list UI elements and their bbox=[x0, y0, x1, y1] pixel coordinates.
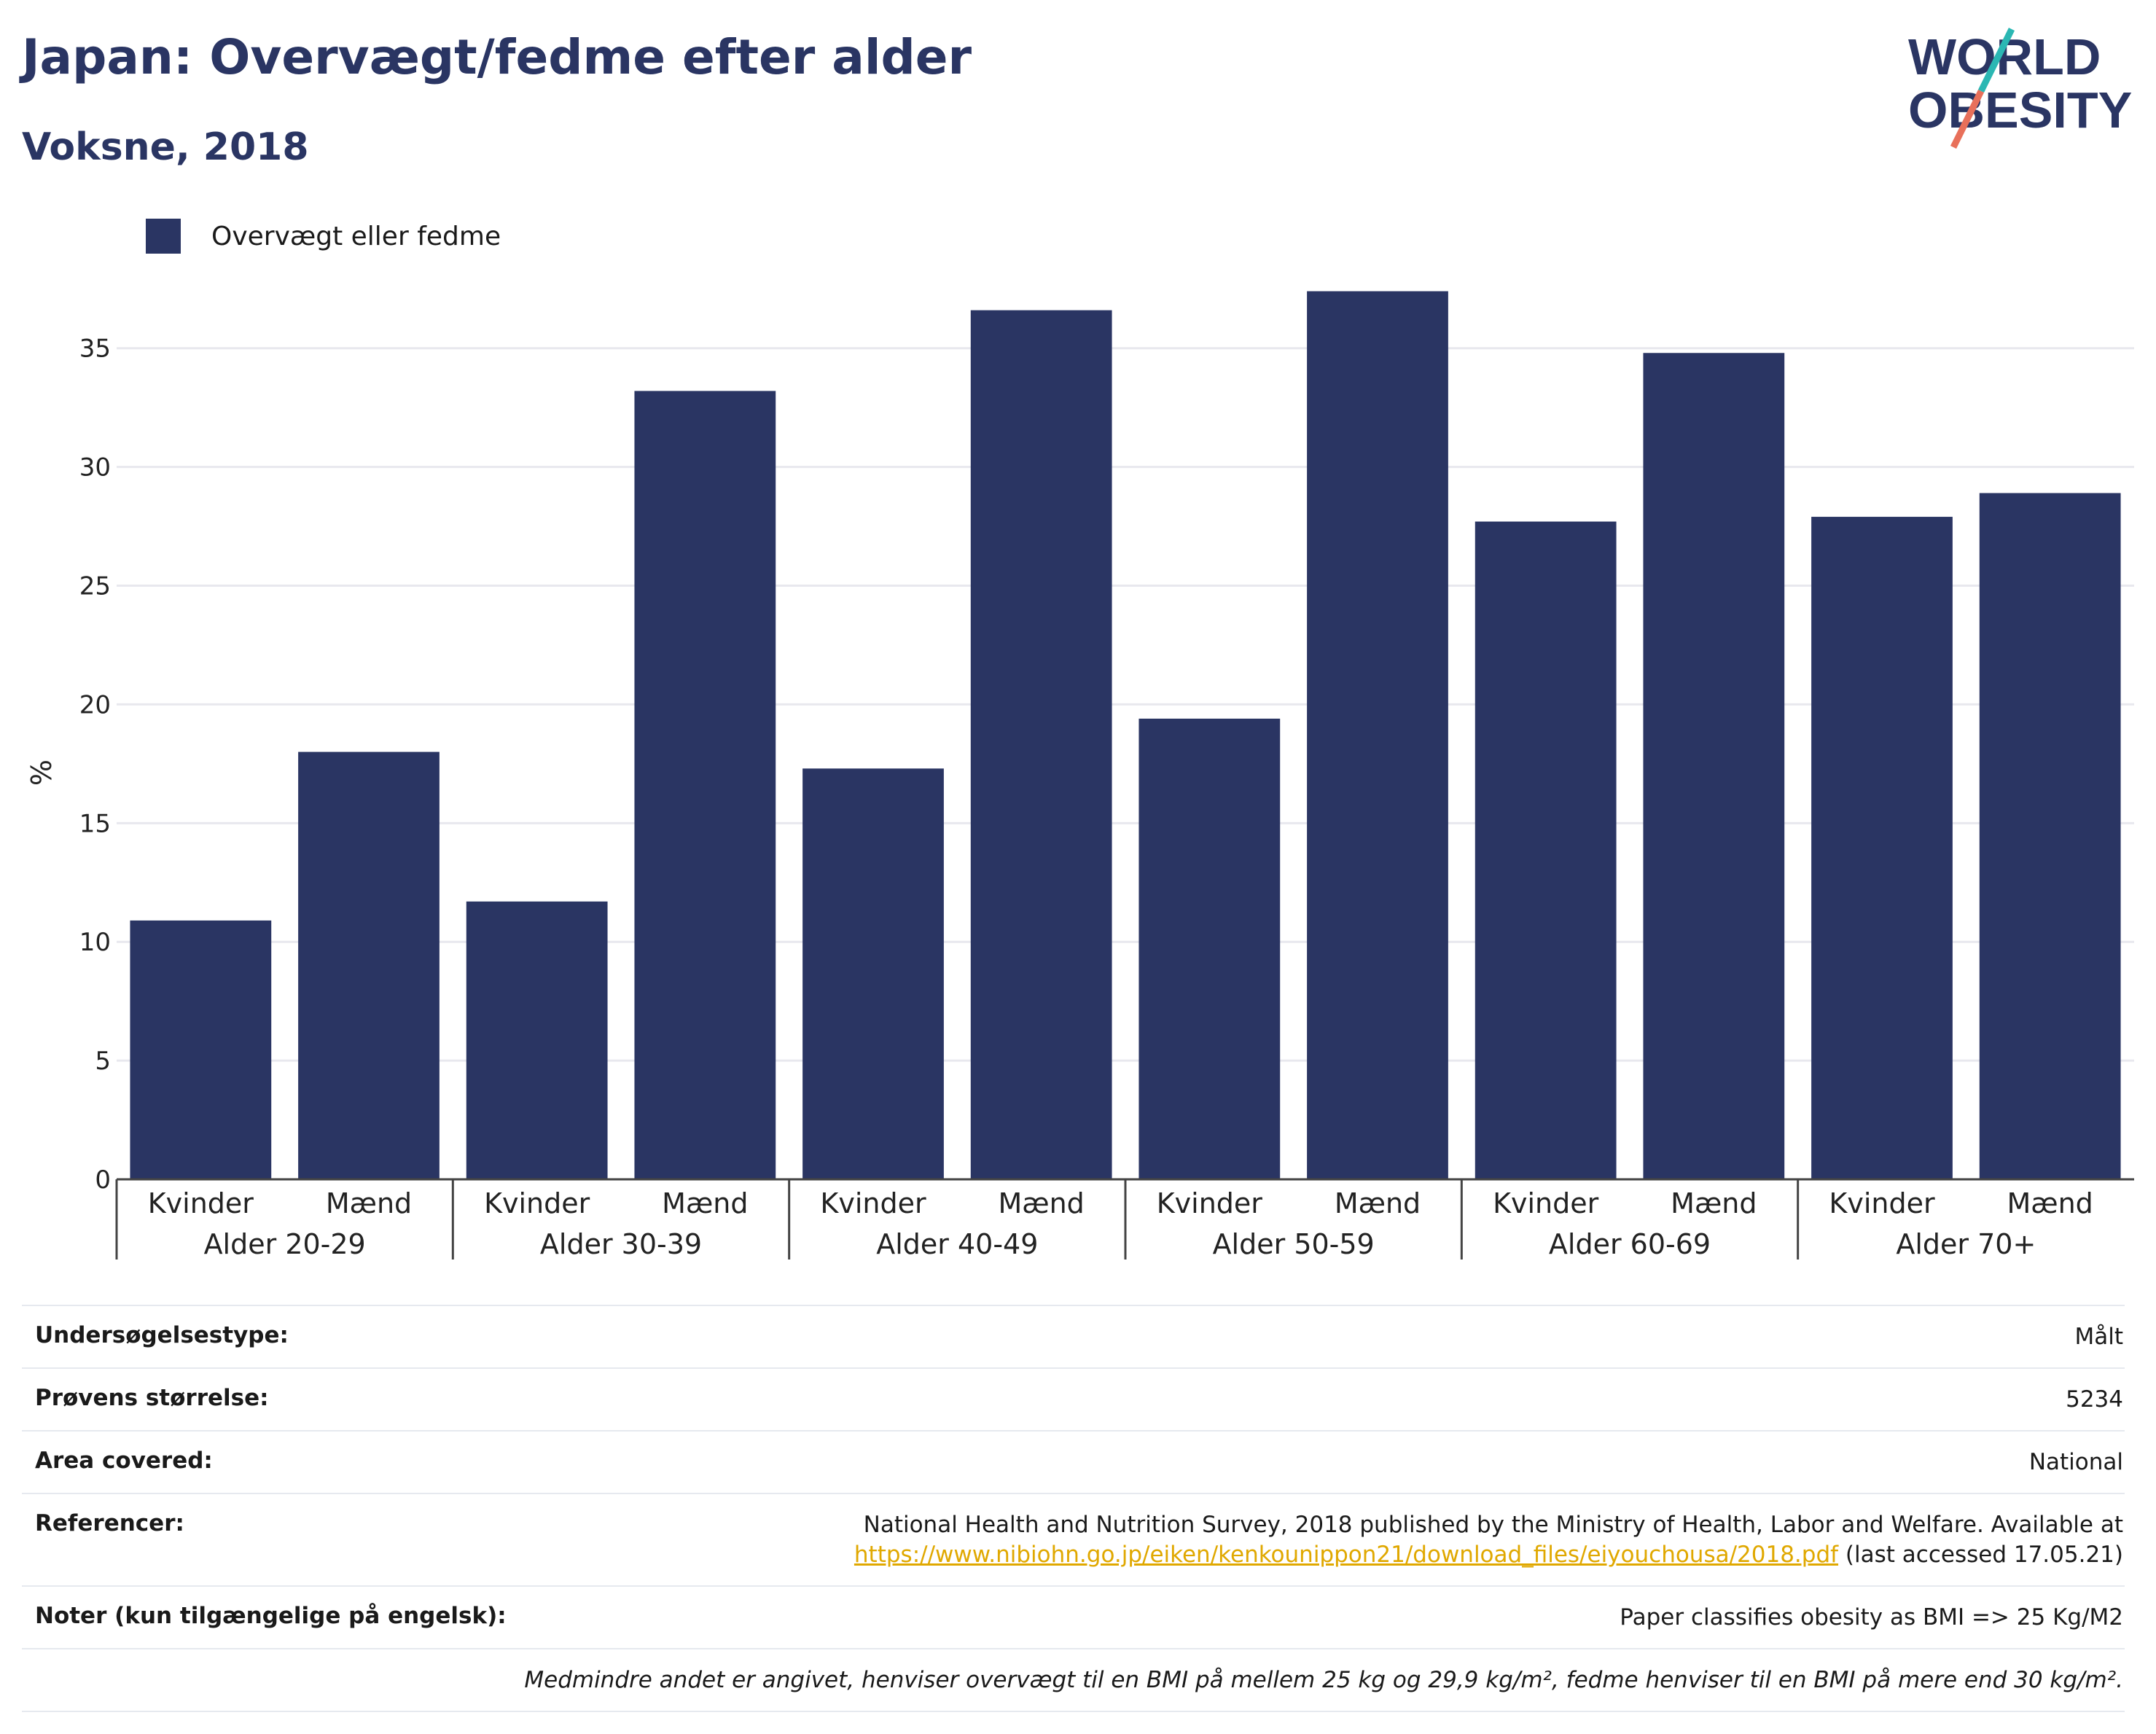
info-label: Prøvens størrelse: bbox=[35, 1384, 269, 1411]
info-row-sample-size: Prøvens størrelse: 5234 bbox=[22, 1367, 2125, 1430]
x-tick-label: Mænd bbox=[1671, 1187, 1757, 1219]
info-value: National bbox=[2028, 1448, 2123, 1475]
info-row-survey-type: Undersøgelsestype: Målt bbox=[22, 1305, 2125, 1367]
info-label: Area covered: bbox=[35, 1447, 213, 1474]
page-title: Japan: Overvægt/fedme efter alder bbox=[22, 29, 972, 85]
y-axis-label: % bbox=[26, 759, 58, 786]
bar bbox=[1643, 353, 1785, 1179]
references-text: National Health and Nutrition Survey, 20… bbox=[863, 1511, 2123, 1538]
x-tick-label: Mænd bbox=[662, 1187, 748, 1219]
x-tick-label: Kvinder bbox=[1493, 1187, 1599, 1219]
reference-link[interactable]: https://www.nibiohn.go.jp/eiken/kenkouni… bbox=[854, 1542, 1839, 1569]
info-value: Målt bbox=[2074, 1324, 2123, 1350]
logo-line2: OBESITY bbox=[1908, 82, 2132, 138]
y-tick-label: 0 bbox=[95, 1165, 111, 1195]
chart-legend: Overvægt eller fedme bbox=[146, 217, 501, 255]
bar-chart: 0 5 10 15 20 25 30 35% Kvinder Mænd Kvinder Mænd Kvi… bbox=[26, 291, 2134, 1260]
x-tick-label: Kvinder bbox=[820, 1187, 926, 1219]
bar bbox=[298, 751, 440, 1179]
bar bbox=[1811, 517, 1953, 1179]
world-obesity-logo: WORLD OBESITY bbox=[1908, 28, 2132, 149]
legend-label: Overvægt eller fedme bbox=[211, 221, 501, 251]
bar bbox=[466, 901, 608, 1179]
y-tick-label: 25 bbox=[79, 572, 111, 601]
x-tick-label: Mænd bbox=[1335, 1187, 1421, 1219]
y-tick-label: 30 bbox=[79, 453, 111, 483]
bar bbox=[1979, 493, 2121, 1179]
group-label: Alder 70+ bbox=[1896, 1228, 2036, 1260]
info-label: Undersøgelsestype: bbox=[35, 1322, 289, 1348]
bar bbox=[1475, 521, 1617, 1179]
info-row-notes: Noter (kun tilgængelige på engelsk): Pap… bbox=[22, 1585, 2125, 1648]
info-value: 5234 bbox=[2066, 1386, 2123, 1413]
legend-swatch bbox=[146, 219, 181, 254]
info-value: Paper classifies obesity as BMI => 25 Kg… bbox=[1620, 1604, 2123, 1631]
group-label: Alder 40-49 bbox=[876, 1228, 1038, 1260]
bar bbox=[970, 310, 1112, 1179]
x-tick-label: Mænd bbox=[999, 1187, 1085, 1219]
x-tick-label: Mænd bbox=[2007, 1187, 2093, 1219]
bar bbox=[1307, 291, 1448, 1179]
group-label: Alder 30-39 bbox=[540, 1228, 702, 1260]
y-tick-label: 10 bbox=[79, 928, 111, 957]
group-label: Alder 60-69 bbox=[1549, 1228, 1711, 1260]
x-tick-label: Kvinder bbox=[148, 1187, 254, 1219]
y-tick-label: 15 bbox=[79, 809, 111, 838]
page-subtitle: Voksne, 2018 bbox=[22, 125, 309, 169]
info-label: Referencer: bbox=[35, 1510, 184, 1536]
references-suffix: (last accessed 17.05.21) bbox=[1845, 1542, 2123, 1569]
bar bbox=[1138, 718, 1281, 1179]
x-tick-label: Mænd bbox=[326, 1187, 412, 1219]
footnote-text: Medmindre andet er angivet, henviser ove… bbox=[524, 1667, 2123, 1694]
y-tick-label: 20 bbox=[79, 690, 111, 719]
info-row-area-covered: Area covered: National bbox=[22, 1429, 2125, 1493]
references-value: National Health and Nutrition Survey, 20… bbox=[854, 1510, 2125, 1571]
x-tick-label: Kvinder bbox=[1829, 1187, 1935, 1219]
x-tick-label: Kvinder bbox=[484, 1187, 590, 1219]
bar bbox=[802, 768, 944, 1179]
group-label: Alder 20-29 bbox=[204, 1228, 366, 1260]
x-tick-label: Kvinder bbox=[1157, 1187, 1263, 1219]
info-table: Undersøgelsestype: Målt Prøvens størrels… bbox=[22, 1305, 2125, 1712]
y-tick-label: 5 bbox=[95, 1047, 111, 1076]
bar bbox=[130, 920, 272, 1179]
group-label: Alder 50-59 bbox=[1213, 1228, 1375, 1260]
info-row-footnote: Medmindre andet er angivet, henviser ove… bbox=[22, 1648, 2125, 1712]
bar bbox=[634, 391, 776, 1180]
info-label: Noter (kun tilgængelige på engelsk): bbox=[35, 1603, 507, 1630]
info-row-references: Referencer: National Health and Nutritio… bbox=[22, 1492, 2125, 1586]
y-tick-label: 35 bbox=[79, 335, 111, 364]
